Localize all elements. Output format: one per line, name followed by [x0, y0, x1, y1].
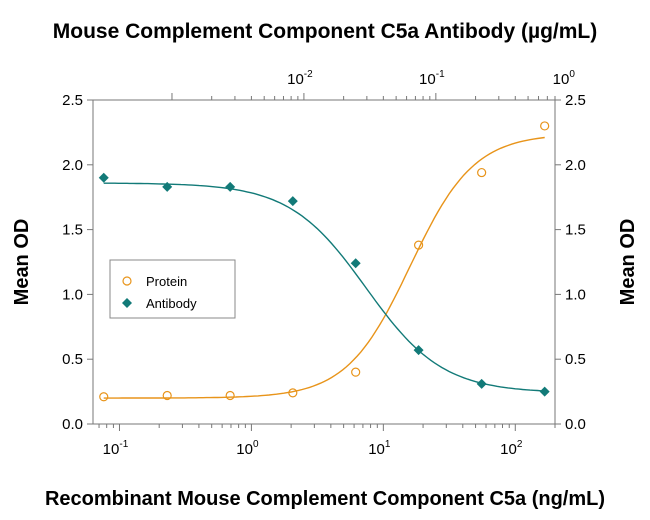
protein-point	[477, 167, 487, 178]
protein-point	[413, 240, 424, 250]
protein-point	[162, 390, 172, 401]
y-tick-label-left: 2.0	[62, 157, 83, 174]
y-tick-label-left: 0.0	[62, 416, 83, 433]
fit-curves	[103, 136, 545, 399]
protein-point	[225, 390, 235, 401]
protein-point	[99, 392, 109, 402]
y-axis-label-left: Mean OD	[11, 219, 33, 306]
antibody-point	[98, 172, 109, 183]
x-tick-label-top: 100	[553, 69, 576, 88]
x-tick-label-bottom: 100	[236, 439, 259, 458]
legend: Protein Antibody	[109, 259, 236, 319]
y-tick-label-right: 1.5	[565, 222, 586, 239]
tick-layer: 0.0 0.0 0.5 0.5 1.0 1.0 1.5 1.5 2.0 2.0 2.5 2.5 10-1…	[62, 69, 586, 458]
y-tick-label-left: 0.5	[62, 351, 83, 368]
x-tick-label-top: 10-2	[287, 69, 313, 88]
y-tick-label-right: 2.5	[565, 92, 586, 109]
y-tick-label-right: 0.5	[565, 351, 586, 368]
antibody-point	[350, 258, 361, 269]
x-tick-label-bottom: 101	[368, 439, 391, 458]
x-axis-label: Recombinant Mouse Complement Component C…	[45, 488, 605, 510]
y-tick-label-right: 1.0	[565, 286, 586, 303]
y-tick-label-right: 2.0	[565, 157, 586, 174]
antibody-point	[476, 378, 487, 389]
x-tick-label-top: 10-1	[419, 69, 445, 88]
legend-antibody-label: Antibody	[146, 296, 197, 311]
y-tick-label-right: 0.0	[565, 416, 586, 433]
antibody-point	[539, 386, 550, 397]
antibody-point	[287, 196, 298, 207]
antibody-point	[225, 181, 236, 192]
protein-point	[351, 367, 361, 377]
legend-protein-label: Protein	[146, 274, 187, 289]
x-tick-label-bottom: 102	[500, 439, 523, 458]
chart-title: Mouse Complement Component C5a Antibody …	[53, 20, 597, 43]
antibody-point	[162, 181, 173, 192]
protein-point	[288, 388, 298, 398]
y-axis-label-right: Mean OD	[617, 219, 639, 306]
antibody-fit-curve	[103, 182, 545, 392]
plot-frame	[92, 99, 556, 425]
legend-protein-marker	[122, 276, 132, 286]
y-tick-label-left: 1.0	[62, 286, 83, 303]
y-tick-label-left: 2.5	[62, 92, 83, 109]
protein-point	[540, 121, 550, 131]
data-points	[98, 121, 550, 402]
y-tick-label-left: 1.5	[62, 222, 83, 239]
legend-antibody-marker	[122, 298, 132, 308]
antibody-point	[413, 345, 424, 356]
x-tick-label-bottom: 10-1	[103, 439, 129, 458]
protein-fit-curve	[103, 136, 545, 399]
legend-box	[109, 259, 236, 319]
